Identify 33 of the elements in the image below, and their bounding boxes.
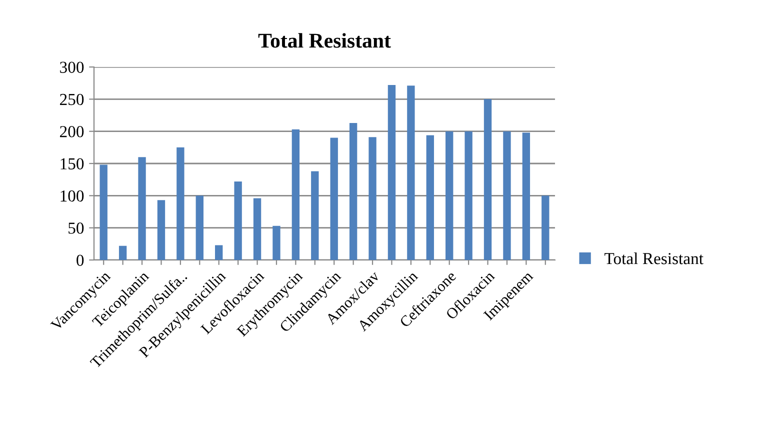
bar (388, 85, 396, 260)
bar (118, 246, 127, 260)
bar (426, 135, 434, 260)
bar (215, 245, 223, 260)
bar (157, 200, 166, 260)
y-tick-label: 250 (60, 94, 84, 106)
bar (196, 196, 204, 260)
bar (138, 157, 146, 260)
chart-title: Total Resistant (258, 33, 391, 48)
bar (234, 182, 242, 260)
bar (253, 198, 262, 260)
bar (407, 86, 415, 260)
bar (484, 99, 492, 260)
bar (330, 138, 338, 260)
y-tick-label: 100 (60, 190, 84, 202)
bar (368, 137, 376, 260)
y-tick-label: 0 (76, 254, 84, 266)
bar (464, 131, 472, 260)
bar (100, 164, 108, 260)
bar (176, 147, 184, 260)
bar (272, 226, 280, 260)
bar (292, 129, 300, 260)
bar (503, 131, 511, 260)
bar (349, 122, 358, 260)
bar (311, 171, 319, 260)
bar (446, 131, 454, 260)
legend-label: Total Resistant (604, 252, 704, 264)
y-tick-label: 200 (60, 126, 84, 138)
y-tick-label: 50 (68, 222, 84, 234)
y-tick-label: 300 (60, 62, 84, 73)
bar (522, 132, 530, 260)
bar (542, 196, 550, 260)
y-tick-label: 150 (60, 158, 84, 170)
